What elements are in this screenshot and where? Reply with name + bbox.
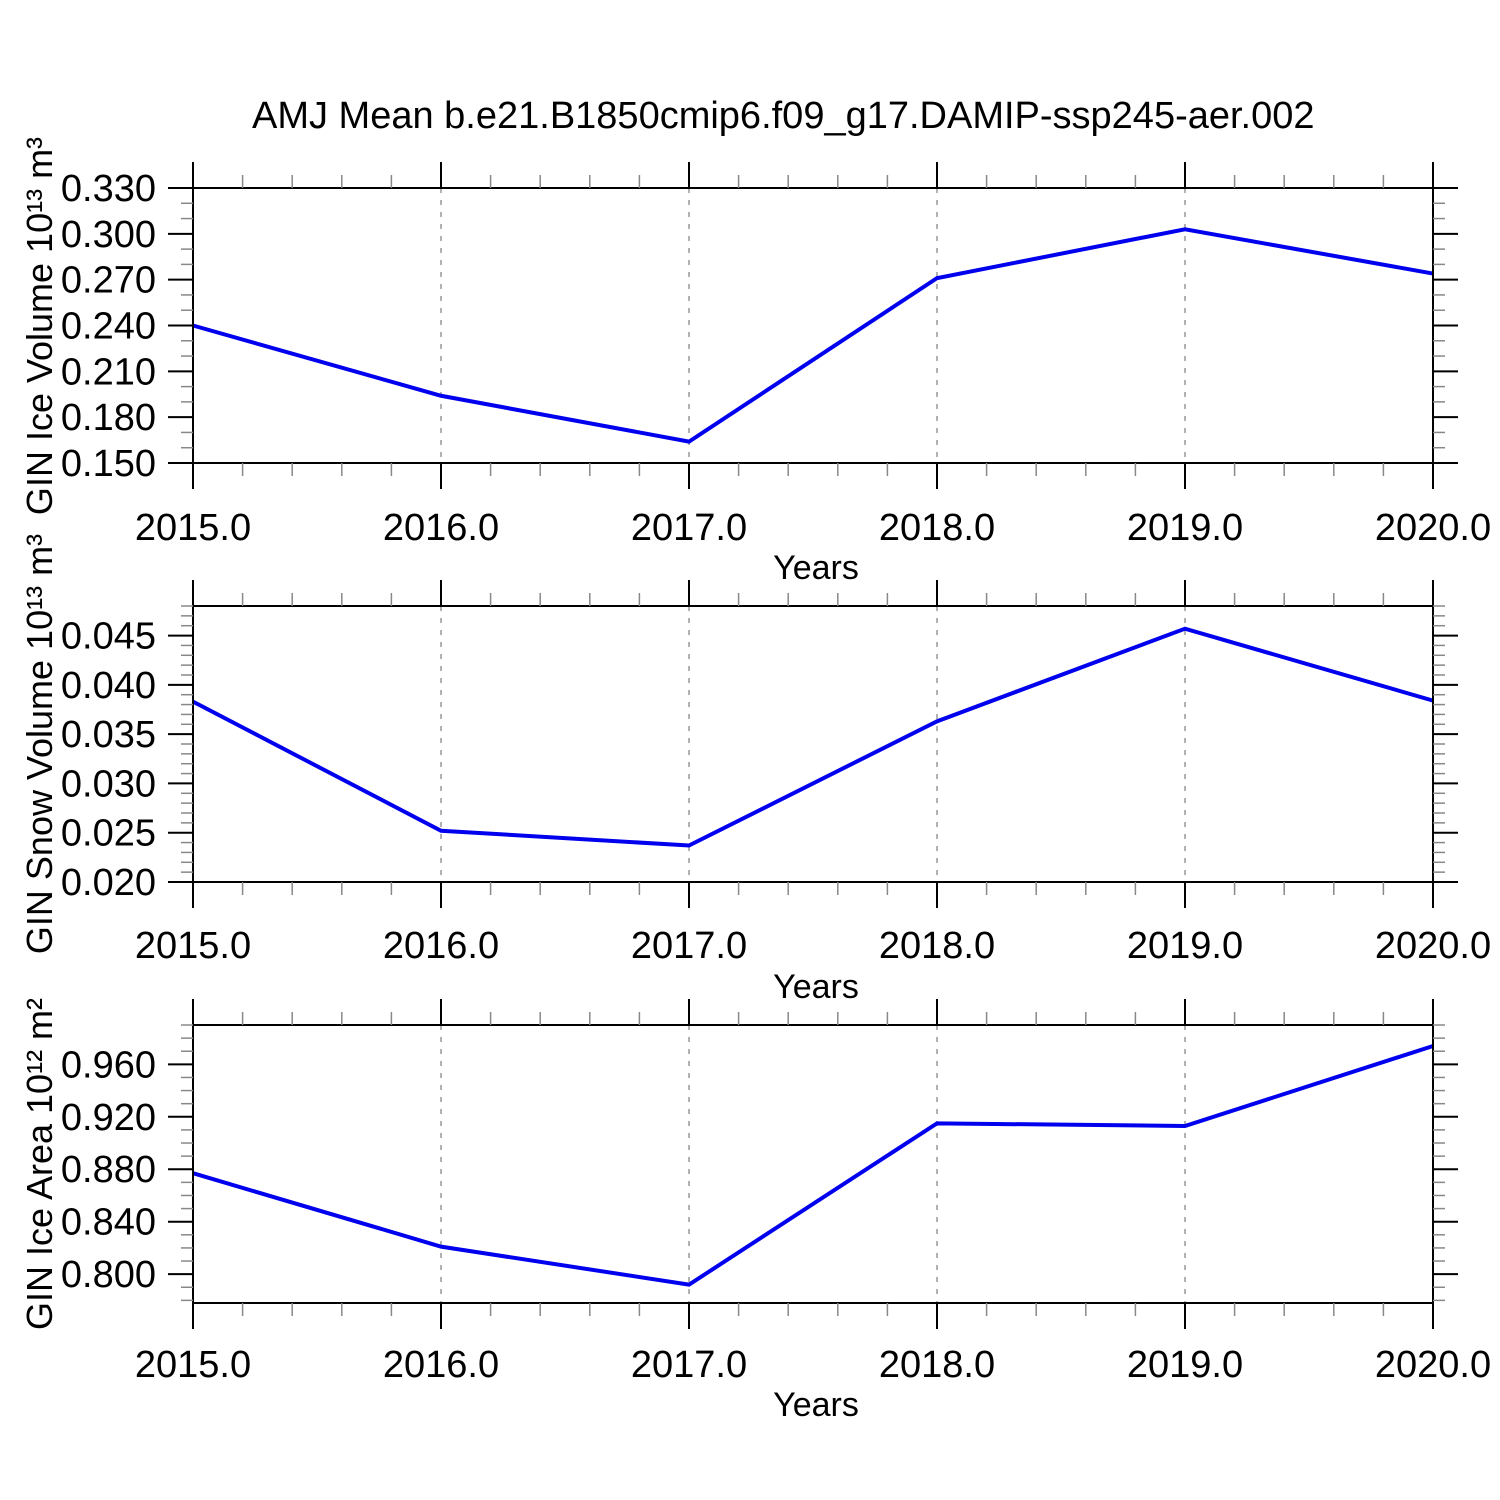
y-tick-label: 0.240 [61,306,156,348]
x-tick-label: 2018.0 [879,1344,995,1386]
plot-frame [192,187,1434,464]
x-tick-label: 2015.0 [135,507,251,549]
plot-frame [192,1024,1434,1304]
data-line-gin-ice-volume [192,227,1434,444]
x-tick-label: 2019.0 [1127,925,1243,967]
y-tick-label: 0.330 [61,168,156,210]
y-tick-label: 0.840 [61,1202,156,1244]
y-tick-label: 0.300 [61,214,156,256]
x-tick-label: 2019.0 [1127,1344,1243,1386]
y-tick-label: 0.040 [61,665,156,707]
y-tick-label: 0.800 [61,1254,156,1296]
y-tick-label: 0.025 [61,813,156,855]
y-tick-label: 0.920 [61,1097,156,1139]
y-tick-label: 0.045 [61,616,156,658]
x-tick-label: 2016.0 [383,925,499,967]
y-tick-label: 0.270 [61,260,156,302]
x-axis-title-years-panel-3: Years [773,1386,859,1424]
y-tick-label: 0.150 [61,443,156,485]
chart-title: AMJ Mean b.e21.B1850cmip6.f09_g17.DAMIP-… [252,95,1315,137]
y-tick-label: 0.020 [61,862,156,904]
x-tick-label: 2020.0 [1375,507,1491,549]
x-tick-label: 2016.0 [383,1344,499,1386]
panel-gin-ice-area: 2015.0 2016.0 2017.0 2018.0 2019.0 2020.0 0.80… [61,999,1491,1386]
y-tick-label: 0.210 [61,351,156,393]
y-tick-label: 0.880 [61,1149,156,1191]
x-tick-label: 2015.0 [135,1344,251,1386]
x-tick-label: 2016.0 [383,507,499,549]
y-tick-label: 0.960 [61,1044,156,1086]
x-tick-label: 2018.0 [879,925,995,967]
x-axis-title-years-panel-2: Years [773,968,859,1006]
data-line-gin-snow-volume [192,626,1434,848]
x-tick-label: 2017.0 [631,507,747,549]
panel-gin-ice-volume: 2015.0 2016.0 2017.0 2018.0 2019.0 2020.0 0.15… [61,162,1491,549]
x-axis-title-years-panel-1: Years [773,549,859,587]
panel-gin-snow-volume: 2015.0 2016.0 2017.0 2018.0 2019.0 2020.0 0.02… [61,580,1491,967]
x-tick-label: 2017.0 [631,925,747,967]
y-axis-title-ice-area: GIN Ice Area 10¹² m² [19,997,60,1331]
x-tick-label: 2020.0 [1375,1344,1491,1386]
y-tick-label: 0.035 [61,714,156,756]
x-tick-label: 2020.0 [1375,925,1491,967]
x-tick-label: 2018.0 [879,507,995,549]
x-tick-label: 2019.0 [1127,507,1243,549]
x-tick-label: 2017.0 [631,1344,747,1386]
data-line-gin-ice-area [192,1044,1434,1287]
y-tick-label: 0.030 [61,763,156,805]
x-tick-label: 2015.0 [135,925,251,967]
y-tick-label: 0.180 [61,397,156,439]
